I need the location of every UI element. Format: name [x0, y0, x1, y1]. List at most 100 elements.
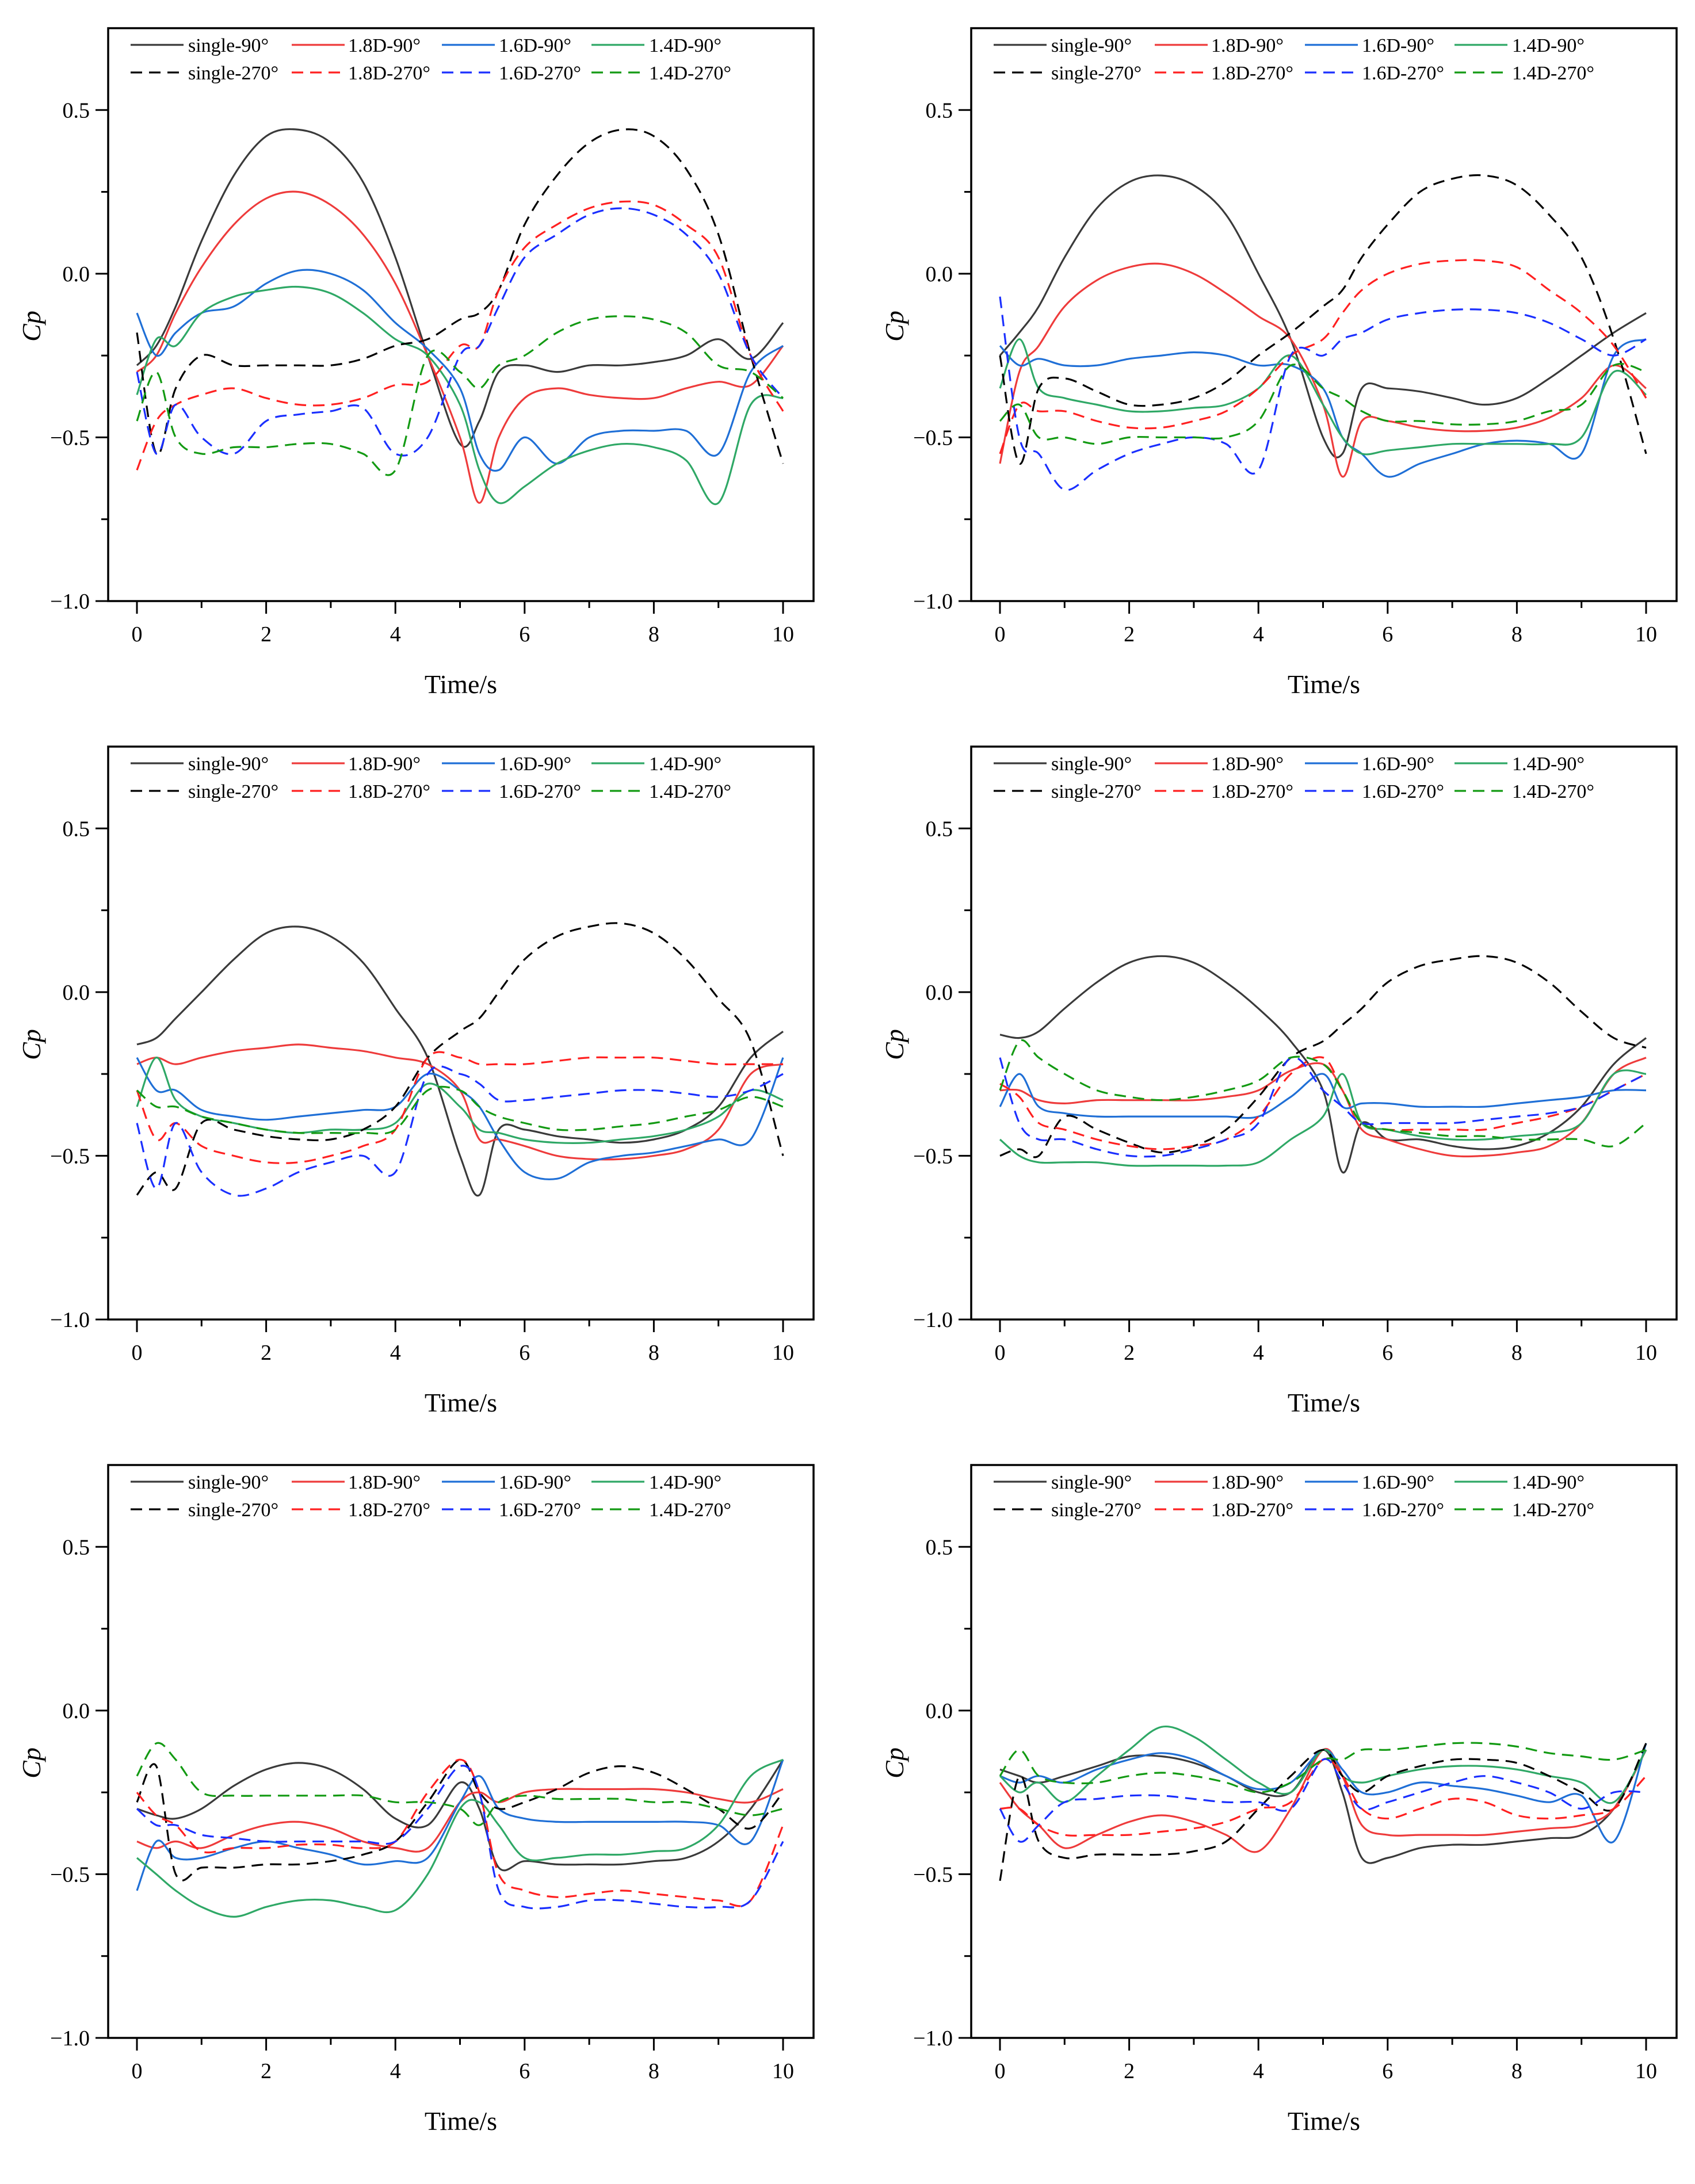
series-group	[999, 1725, 1647, 1881]
legend-item: 1.8D-90°	[292, 35, 421, 56]
series-line-1.6d-90	[999, 338, 1647, 478]
x-tick-label: 10	[1635, 2059, 1657, 2083]
x-tick-label: 6	[519, 622, 530, 647]
legend-item: 1.6D-90°	[442, 754, 571, 775]
legend-item: 1.6D-270°	[1305, 63, 1444, 84]
legend-item: 1.8D-270°	[1155, 63, 1293, 84]
x-tick-label: 2	[261, 1341, 272, 1365]
legend-item: single-90°	[994, 1472, 1132, 1493]
legend-item: 1.6D-270°	[1305, 1500, 1444, 1521]
series-line-1.4d-270	[999, 1742, 1647, 1793]
legend-item: 1.4D-90°	[1455, 754, 1585, 775]
legend-label: 1.6D-270°	[1362, 781, 1444, 802]
x-axis-label: Time/s	[425, 2106, 497, 2136]
x-tick-label: 6	[1382, 622, 1393, 647]
x-tick-label: 4	[390, 1341, 401, 1365]
legend-item: 1.8D-90°	[1155, 1472, 1284, 1493]
y-tick-label: −1.0	[50, 590, 90, 614]
x-tick-label: 0	[995, 2059, 1006, 2083]
series-line-1.6d-270	[136, 1765, 784, 1910]
legend-label: 1.8D-90°	[1211, 1472, 1284, 1493]
y-axis-label: Cp	[17, 1747, 46, 1778]
series-line-1.6d-270	[999, 1056, 1647, 1158]
legend-item: single-270°	[994, 1500, 1142, 1521]
legend: single-90° 1.8D-90° 1.6D-90° 1.4D-90° single…	[131, 35, 731, 84]
legend-label: single-270°	[188, 781, 278, 802]
legend-label: 1.8D-90°	[348, 1472, 421, 1493]
legend-label: single-270°	[1051, 1500, 1142, 1521]
legend-label: 1.8D-270°	[348, 63, 430, 84]
x-tick-label: 4	[1253, 2059, 1264, 2083]
series-line-1.4d-90	[999, 338, 1647, 456]
x-tick-label: 10	[1635, 1341, 1657, 1365]
series-line-1.8d-270	[999, 259, 1647, 454]
x-tick-label: 8	[1511, 2059, 1522, 2083]
legend-label: 1.4D-270°	[649, 1500, 731, 1521]
plot-frame	[970, 1464, 1678, 2039]
legend-label: 1.8D-90°	[1211, 754, 1284, 775]
legend-label: 1.4D-90°	[1512, 1472, 1585, 1493]
y-axis-label: Cp	[880, 1747, 909, 1778]
y-tick-label: 0.5	[63, 98, 90, 123]
legend-item: 1.4D-270°	[1455, 1500, 1594, 1521]
x-tick-label: 2	[1124, 1341, 1135, 1365]
series-line-1.4d-90	[136, 1758, 784, 1918]
series-line-1.8d-270	[136, 1758, 784, 1907]
x-axis-label: Time/s	[425, 670, 497, 699]
legend-label: 1.4D-90°	[649, 754, 721, 775]
legend-item: 1.6D-90°	[442, 1472, 571, 1493]
legend-item: 1.4D-270°	[591, 1500, 731, 1521]
legend-label: 1.8D-270°	[348, 1500, 430, 1521]
y-tick-label: 0.5	[63, 1535, 90, 1559]
x-tick-label: 8	[648, 1341, 659, 1365]
legend-label: single-90°	[1051, 754, 1132, 775]
legend-item: 1.4D-270°	[591, 781, 731, 802]
series-line-1.8d-90	[136, 1788, 784, 1853]
x-tick-label: 8	[1511, 622, 1522, 647]
x-tick-label: 6	[1382, 1341, 1393, 1365]
chart-svg: 0 2 4 6 8 10 0.5 0.0 −0.5 −1.0 Time/s Cp (a) single-9…	[17, 27, 815, 728]
series-line-1.4d-270	[999, 1039, 1647, 1148]
chart-svg: 0 2 4 6 8 10 0.5 0.0 −0.5 −1.0 Time/s Cp (b) single-9…	[880, 27, 1678, 728]
series-group	[136, 922, 784, 1197]
y-tick-label: 0.0	[926, 981, 953, 1005]
plot-frame	[970, 27, 1678, 602]
plot-frame	[107, 1464, 815, 2039]
legend-label: 1.4D-270°	[649, 63, 731, 84]
panel-label: (f)	[1307, 2159, 1341, 2164]
legend-label: 1.6D-90°	[499, 754, 571, 775]
y-tick-label: −1.0	[913, 590, 953, 614]
y-tick-label: 0.0	[926, 262, 953, 286]
legend-label: single-90°	[188, 35, 269, 56]
legend-label: single-90°	[188, 754, 269, 775]
y-tick-label: −0.5	[913, 1862, 953, 1887]
plot-frame	[107, 27, 815, 602]
legend-label: 1.6D-270°	[499, 781, 581, 802]
x-tick-label: 4	[390, 622, 401, 647]
y-tick-label: −1.0	[50, 2026, 90, 2051]
legend-item: 1.8D-270°	[292, 781, 430, 802]
legend: single-90° 1.8D-90° 1.6D-90° 1.4D-90° single…	[994, 1472, 1594, 1521]
x-tick-label: 2	[1124, 2059, 1135, 2083]
series-line-single-90	[999, 955, 1647, 1173]
series-line-1.8d-90	[999, 1057, 1647, 1158]
x-tick-label: 2	[261, 622, 272, 647]
y-tick-label: 0.0	[63, 262, 90, 286]
legend-item: 1.6D-270°	[1305, 781, 1444, 802]
panel-label: (a)	[441, 722, 480, 728]
x-tick-label: 4	[1253, 1341, 1264, 1365]
legend-item: 1.6D-270°	[442, 1500, 581, 1521]
x-tick-label: 6	[519, 2059, 530, 2083]
legend-label: 1.6D-270°	[1362, 63, 1444, 84]
x-tick-label: 2	[1124, 622, 1135, 647]
panel-label: (b)	[1304, 722, 1345, 728]
legend-label: 1.8D-270°	[348, 781, 430, 802]
legend-label: 1.4D-270°	[1512, 63, 1594, 84]
x-tick-label: 10	[772, 622, 794, 647]
x-tick-label: 4	[390, 2059, 401, 2083]
x-tick-label: 2	[261, 2059, 272, 2083]
x-tick-label: 0	[132, 1341, 143, 1365]
legend-item: single-90°	[994, 754, 1132, 775]
legend-item: single-90°	[994, 35, 1132, 56]
y-tick-label: 0.5	[926, 817, 953, 841]
